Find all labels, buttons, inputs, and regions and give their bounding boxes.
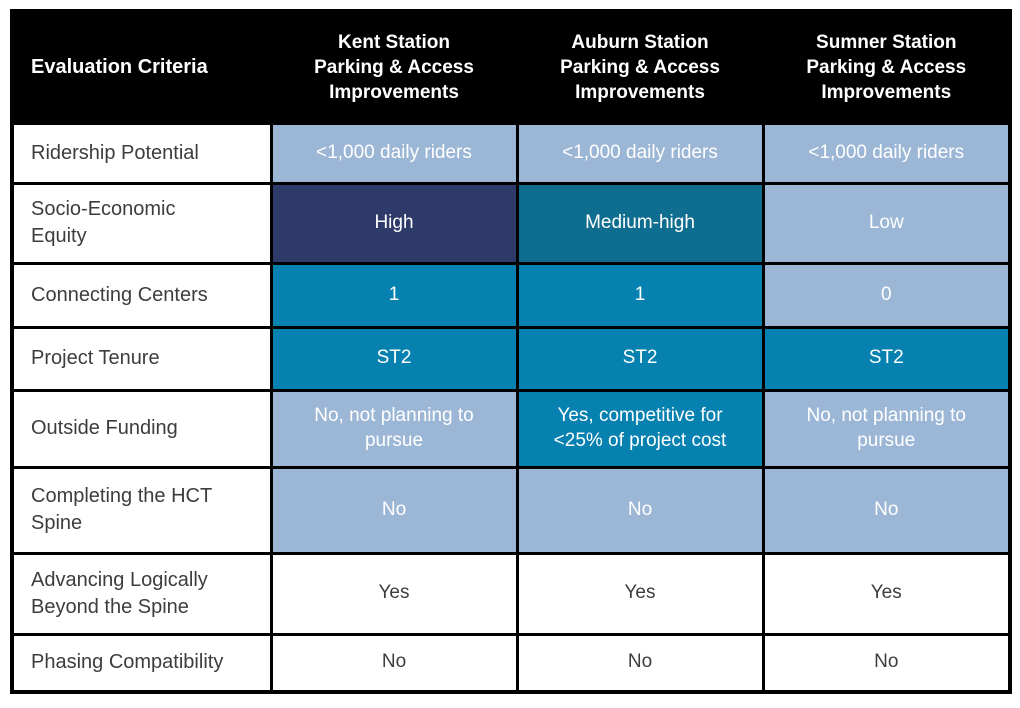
cell-phasing-auburn: No (515, 632, 765, 694)
table-row-advancing-logically: Advancing Logically Beyond the Spine Yes… (10, 551, 1012, 636)
cell-ridership-sumner: <1,000 daily riders (761, 121, 1012, 185)
header-row: Evaluation Criteria Kent Station Parking… (10, 9, 1012, 125)
header-sumner-station: Sumner Station Parking & Access Improvem… (761, 9, 1012, 125)
cell-tenure-kent: ST2 (269, 325, 519, 392)
header-auburn-station: Auburn Station Parking & Access Improvem… (515, 9, 765, 125)
cell-spine-sumner: No (761, 465, 1012, 555)
header-evaluation-criteria: Evaluation Criteria (10, 9, 273, 125)
cell-ridership-auburn: <1,000 daily riders (515, 121, 765, 185)
table-row-ridership-potential: Ridership Potential <1,000 daily riders … (10, 121, 1012, 185)
row-label-completing-hct-spine: Completing the HCT Spine (10, 465, 273, 555)
cell-phasing-sumner: No (761, 632, 1012, 694)
cell-equity-kent: High (269, 181, 519, 265)
cell-tenure-auburn: ST2 (515, 325, 765, 392)
cell-ridership-kent: <1,000 daily riders (269, 121, 519, 185)
cell-advancing-kent: Yes (269, 551, 519, 636)
row-label-socio-economic-equity: Socio-Economic Equity (10, 181, 273, 265)
table-row-project-tenure: Project Tenure ST2 ST2 ST2 (10, 325, 1012, 392)
row-label-ridership-potential: Ridership Potential (10, 121, 273, 185)
row-label-project-tenure: Project Tenure (10, 325, 273, 392)
cell-centers-auburn: 1 (515, 261, 765, 329)
cell-centers-sumner: 0 (761, 261, 1012, 329)
table-row-phasing-compatibility: Phasing Compatibility No No No (10, 632, 1012, 694)
header-kent-station: Kent Station Parking & Access Improvemen… (269, 9, 519, 125)
row-label-outside-funding: Outside Funding (10, 388, 273, 469)
table-row-connecting-centers: Connecting Centers 1 1 0 (10, 261, 1012, 329)
cell-spine-auburn: No (515, 465, 765, 555)
table-row-outside-funding: Outside Funding No, not planning to purs… (10, 388, 1012, 469)
table-row-completing-hct-spine: Completing the HCT Spine No No No (10, 465, 1012, 555)
row-label-phasing-compatibility: Phasing Compatibility (10, 632, 273, 694)
cell-funding-sumner: No, not planning to pursue (761, 388, 1012, 469)
cell-equity-sumner: Low (761, 181, 1012, 265)
cell-equity-auburn: Medium-high (515, 181, 765, 265)
cell-tenure-sumner: ST2 (761, 325, 1012, 392)
row-label-advancing-logically: Advancing Logically Beyond the Spine (10, 551, 273, 636)
cell-advancing-sumner: Yes (761, 551, 1012, 636)
table-row-socio-economic-equity: Socio-Economic Equity High Medium-high L… (10, 181, 1012, 265)
evaluation-table: Evaluation Criteria Kent Station Parking… (10, 9, 1012, 694)
cell-funding-auburn: Yes, competitive for <25% of project cos… (515, 388, 765, 469)
cell-spine-kent: No (269, 465, 519, 555)
cell-centers-kent: 1 (269, 261, 519, 329)
cell-funding-kent: No, not planning to pursue (269, 388, 519, 469)
row-label-connecting-centers: Connecting Centers (10, 261, 273, 329)
cell-phasing-kent: No (269, 632, 519, 694)
cell-advancing-auburn: Yes (515, 551, 765, 636)
